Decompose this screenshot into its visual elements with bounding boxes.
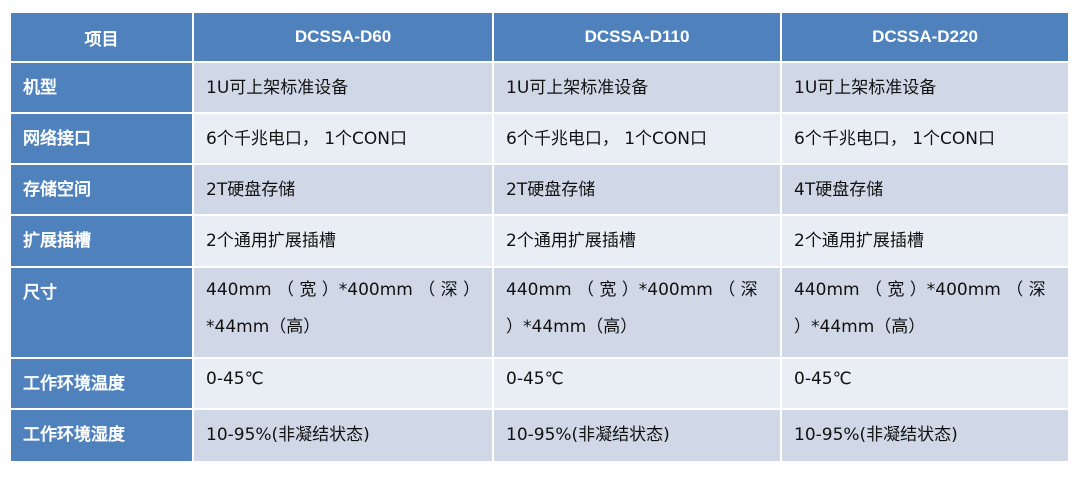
cell-value: 10-95%(非凝结状态) [194, 410, 492, 461]
cell-value: 6个千兆电口， 1个CON口 [782, 114, 1068, 163]
row-label: 工作环境湿度 [11, 410, 192, 461]
table-row: 网络接口 6个千兆电口， 1个CON口 6个千兆电口， 1个CON口 6个千兆电口， … [11, 114, 1068, 163]
cell-value: 1U可上架标准设备 [194, 63, 492, 112]
table-row: 工作环境温度 0-45℃ 0-45℃ 0-45℃ [11, 359, 1068, 408]
row-label: 工作环境温度 [11, 359, 192, 408]
row-label: 机型 [11, 63, 192, 112]
cell-value: 440mm （ 宽 ）*400mm （ 深 ）*44mm（高） [782, 268, 1068, 357]
table-row: 存储空间 2T硬盘存储 2T硬盘存储 4T硬盘存储 [11, 165, 1068, 214]
cell-value: 0-45℃ [494, 359, 780, 408]
cell-value: 2T硬盘存储 [494, 165, 780, 214]
row-label: 扩展插槽 [11, 216, 192, 266]
cell-value: 2个通用扩展插槽 [494, 216, 780, 266]
row-label: 存储空间 [11, 165, 192, 214]
spec-table: 项目 DCSSA-D60 DCSSA-D110 DCSSA-D220 机型 1U可… [9, 11, 1070, 463]
header-d220: DCSSA-D220 [782, 13, 1068, 61]
table-row: 工作环境湿度 10-95%(非凝结状态) 10-95%(非凝结状态) 10-95%(非… [11, 410, 1068, 461]
cell-value: 440mm （ 宽 ）*400mm （ 深 ）*44mm（高） [494, 268, 780, 357]
row-label: 网络接口 [11, 114, 192, 163]
cell-value: 10-95%(非凝结状态) [782, 410, 1068, 461]
cell-value: 1U可上架标准设备 [782, 63, 1068, 112]
cell-value: 0-45℃ [194, 359, 492, 408]
cell-value: 6个千兆电口， 1个CON口 [194, 114, 492, 163]
header-d60: DCSSA-D60 [194, 13, 492, 61]
header-item: 项目 [11, 13, 192, 61]
cell-value: 2个通用扩展插槽 [194, 216, 492, 266]
table-row: 扩展插槽 2个通用扩展插槽 2个通用扩展插槽 2个通用扩展插槽 [11, 216, 1068, 266]
row-label: 尺寸 [11, 268, 192, 357]
cell-value: 4T硬盘存储 [782, 165, 1068, 214]
cell-value: 440mm （ 宽 ）*400mm （ 深 ）*44mm（高） [194, 268, 492, 357]
cell-value: 1U可上架标准设备 [494, 63, 780, 112]
cell-value: 2T硬盘存储 [194, 165, 492, 214]
cell-value: 0-45℃ [782, 359, 1068, 408]
header-d110: DCSSA-D110 [494, 13, 780, 61]
table-row: 尺寸 440mm （ 宽 ）*400mm （ 深 ）*44mm（高） 440mm （… [11, 268, 1068, 357]
cell-value: 2个通用扩展插槽 [782, 216, 1068, 266]
cell-value: 6个千兆电口， 1个CON口 [494, 114, 780, 163]
table-row: 机型 1U可上架标准设备 1U可上架标准设备 1U可上架标准设备 [11, 63, 1068, 112]
cell-value: 10-95%(非凝结状态) [494, 410, 780, 461]
header-row: 项目 DCSSA-D60 DCSSA-D110 DCSSA-D220 [11, 13, 1068, 61]
